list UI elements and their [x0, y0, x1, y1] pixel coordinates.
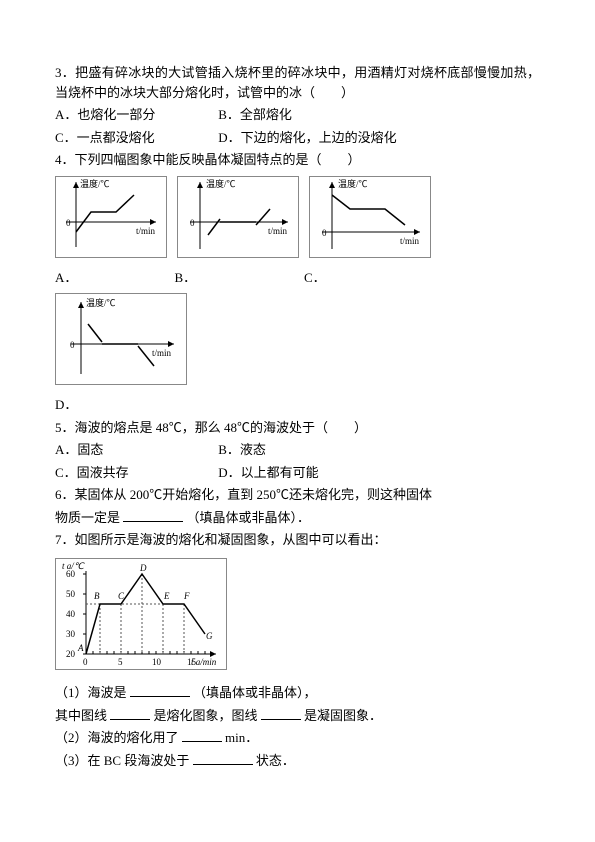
q5-optC[interactable]: C．固液共存 — [55, 463, 215, 483]
q4-stem: 4．下列四幅图象中能反映晶体凝固特点的是（ ） — [55, 150, 540, 170]
q3-optB[interactable]: B．全部熔化 — [218, 105, 378, 125]
q4-chart-a[interactable]: 温度/℃ 0 t/min — [55, 176, 167, 258]
q4-charts-row2: 温度/℃ 0 t/min — [55, 293, 540, 385]
q3-optC[interactable]: C．一点都没熔化 — [55, 128, 215, 148]
chart-ylabel: 温度/℃ — [338, 178, 368, 189]
chart-xlabel: t/min — [152, 348, 172, 358]
q4-labelB: B． — [175, 268, 193, 288]
q7-l1-after: （填晶体或非晶体）， — [193, 685, 317, 700]
q7-l4: （3）在 BC 段海波处于 状态． — [55, 751, 540, 771]
q4-labels-row1: A． B． C． — [55, 268, 540, 288]
q5-options: A．固态 B．液态 — [55, 440, 540, 460]
chart-ylabel: 温度/℃ — [80, 178, 110, 189]
q7-chart-wrap: t a/℃ t a/min 20 30 40 50 60 0 5 10 15 — [55, 558, 540, 676]
q7-l1-before: （1）海波是 — [55, 685, 127, 700]
q7-l3-before: （2）海波的熔化用了 — [55, 730, 179, 745]
q4-labels-row2: D． — [55, 395, 540, 415]
chart-origin: 0 — [190, 218, 195, 228]
q7-l2-before: 其中图线 — [55, 708, 107, 723]
xtick-15: 15 — [187, 657, 197, 667]
q6-stem2: 物质一定是 （填晶体或非晶体）． — [55, 508, 540, 528]
q7-l2: 其中图线 是熔化图象，图线 是凝固图象． — [55, 706, 540, 726]
ytick-60: 60 — [66, 569, 76, 579]
q5-optB[interactable]: B．液态 — [218, 440, 378, 460]
q6-before: 物质一定是 — [55, 510, 120, 525]
q5-stem: 5．海波的熔点是 48℃，那么 48℃的海波处于（ ） — [55, 418, 540, 438]
xtick-0: 0 — [83, 657, 88, 667]
q6-stem1: 6．某固体从 200℃开始熔化，直到 250℃还未熔化完，则这种固体 — [55, 485, 540, 505]
q7-l3: （2）海波的熔化用了 min． — [55, 728, 540, 748]
chart-xlabel: t/min — [136, 226, 156, 236]
q5-optA[interactable]: A．固态 — [55, 440, 215, 460]
q7-curve — [86, 574, 205, 654]
q7-blank1[interactable] — [130, 683, 190, 697]
q7-dashed — [86, 574, 184, 654]
q7-xticks: 0 5 10 15 — [83, 657, 197, 667]
q7-chart: t a/℃ t a/min 20 30 40 50 60 0 5 10 15 — [55, 558, 227, 670]
q3-options-2: C．一点都没熔化 D．下边的熔化，上边的没熔化 — [55, 128, 540, 148]
q7-l1: （1）海波是 （填晶体或非晶体）， — [55, 683, 540, 703]
svg-text:F: F — [183, 591, 190, 601]
svg-text:B: B — [94, 591, 100, 601]
chart-xlabel: t/min — [268, 226, 288, 236]
ytick-50: 50 — [66, 589, 76, 599]
svg-text:C: C — [118, 591, 125, 601]
q4-labelC: C． — [304, 268, 322, 288]
svg-text:G: G — [206, 631, 213, 641]
q7-blank3[interactable] — [261, 706, 301, 720]
q4-charts-row1: 温度/℃ 0 t/min 温度/℃ 0 t/min 温度/℃ 0 t/min — [55, 176, 540, 258]
q7-l3-after: min． — [225, 730, 258, 745]
q4-chart-d[interactable]: 温度/℃ 0 t/min — [55, 293, 187, 385]
q7-l2-mid: 是熔化图象，图线 — [154, 708, 258, 723]
q4-chart-c[interactable]: 温度/℃ 0 t/min — [309, 176, 431, 258]
chart-ylabel: 温度/℃ — [86, 297, 116, 308]
chart-xlabel: t/min — [400, 236, 420, 246]
q3-stem: 3．把盛有碎冰块的大试管插入烧杯里的碎冰块中，用酒精灯对烧杯底部慢慢加热，当烧杯… — [55, 63, 540, 102]
q4-labelD: D． — [55, 395, 73, 415]
q3-optD[interactable]: D．下边的熔化，上边的没熔化 — [218, 128, 396, 148]
svg-text:D: D — [139, 563, 147, 573]
ytick-40: 40 — [66, 609, 76, 619]
q4-labelA: A． — [55, 268, 73, 288]
q4-chart-b[interactable]: 温度/℃ 0 t/min — [177, 176, 299, 258]
chart-origin: 0 — [66, 218, 71, 228]
q7-blank4[interactable] — [182, 728, 222, 742]
q6-after: （填晶体或非晶体）． — [187, 510, 311, 525]
q7-blank5[interactable] — [193, 751, 253, 765]
xtick-10: 10 — [152, 657, 162, 667]
chart-ylabel: 温度/℃ — [206, 178, 236, 189]
chart-origin: 0 — [70, 340, 75, 350]
svg-text:A: A — [77, 643, 84, 653]
q5-options-2: C．固液共存 D．以上都有可能 — [55, 463, 540, 483]
q7-l4-before: （3）在 BC 段海波处于 — [55, 753, 189, 768]
q7-l2-after: 是凝固图象． — [304, 708, 382, 723]
ytick-20: 20 — [66, 649, 76, 659]
q7-stem: 7．如图所示是海波的熔化和凝固图象，从图中可以看出： — [55, 530, 540, 550]
q7-blank2[interactable] — [110, 706, 150, 720]
ytick-30: 30 — [66, 629, 76, 639]
svg-text:E: E — [163, 591, 170, 601]
q6-blank[interactable] — [123, 508, 183, 522]
chart-origin: 0 — [322, 228, 327, 238]
q7-l4-after: 状态． — [256, 753, 295, 768]
q7-point-labels: A B C D E F G — [77, 563, 213, 653]
q3-options: A．也熔化一部分 B．全部熔化 — [55, 105, 540, 125]
q3-optA[interactable]: A．也熔化一部分 — [55, 105, 215, 125]
xtick-5: 5 — [118, 657, 123, 667]
q5-optD[interactable]: D．以上都有可能 — [218, 463, 378, 483]
